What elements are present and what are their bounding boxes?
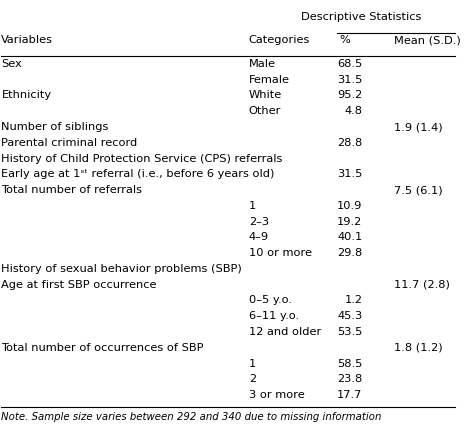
Text: 40.1: 40.1 <box>337 233 362 242</box>
Text: 45.3: 45.3 <box>337 311 362 321</box>
Text: White: White <box>249 91 282 100</box>
Text: Categories: Categories <box>249 35 310 45</box>
Text: Sex: Sex <box>1 59 22 69</box>
Text: 1: 1 <box>249 359 256 369</box>
Text: %: % <box>340 35 350 45</box>
Text: Age at first SBP occurrence: Age at first SBP occurrence <box>1 280 157 290</box>
Text: 1.8 (1.2): 1.8 (1.2) <box>394 343 443 353</box>
Text: 29.8: 29.8 <box>337 248 362 258</box>
Text: 4–9: 4–9 <box>249 233 269 242</box>
Text: 10 or more: 10 or more <box>249 248 312 258</box>
Text: 95.2: 95.2 <box>337 91 362 100</box>
Text: 10.9: 10.9 <box>337 201 362 211</box>
Text: Other: Other <box>249 106 281 116</box>
Text: 17.7: 17.7 <box>337 390 362 400</box>
Text: 2–3: 2–3 <box>249 217 269 227</box>
Text: 31.5: 31.5 <box>337 169 362 179</box>
Text: Parental criminal record: Parental criminal record <box>1 138 137 148</box>
Text: 19.2: 19.2 <box>337 217 362 227</box>
Text: Male: Male <box>249 59 276 69</box>
Text: History of Child Protection Service (CPS) referrals: History of Child Protection Service (CPS… <box>1 154 283 163</box>
Text: 6–11 y.o.: 6–11 y.o. <box>249 311 299 321</box>
Text: Total number of occurrences of SBP: Total number of occurrences of SBP <box>1 343 204 353</box>
Text: 4.8: 4.8 <box>345 106 362 116</box>
Text: Mean (S.D.): Mean (S.D.) <box>394 35 461 45</box>
Text: 31.5: 31.5 <box>337 75 362 85</box>
Text: 12 and older: 12 and older <box>249 327 321 337</box>
Text: Female: Female <box>249 75 290 85</box>
Text: 11.7 (2.8): 11.7 (2.8) <box>394 280 450 290</box>
Text: 58.5: 58.5 <box>337 359 362 369</box>
Text: 2: 2 <box>249 375 256 384</box>
Text: Note. Sample size varies between 292 and 340 due to missing information: Note. Sample size varies between 292 and… <box>1 412 382 422</box>
Text: 0–5 y.o.: 0–5 y.o. <box>249 296 292 305</box>
Text: 23.8: 23.8 <box>337 375 362 384</box>
Text: Descriptive Statistics: Descriptive Statistics <box>301 12 421 22</box>
Text: 53.5: 53.5 <box>337 327 362 337</box>
Text: Number of siblings: Number of siblings <box>1 122 109 132</box>
Text: 1.9 (1.4): 1.9 (1.4) <box>394 122 443 132</box>
Text: 7.5 (6.1): 7.5 (6.1) <box>394 185 443 195</box>
Text: Early age at 1ˢᵗ referral (i.e., before 6 years old): Early age at 1ˢᵗ referral (i.e., before … <box>1 169 275 179</box>
Text: 28.8: 28.8 <box>337 138 362 148</box>
Text: 1.2: 1.2 <box>345 296 362 305</box>
Text: 68.5: 68.5 <box>337 59 362 69</box>
Text: Ethnicity: Ethnicity <box>1 91 52 100</box>
Text: Variables: Variables <box>1 35 54 45</box>
Text: 1: 1 <box>249 201 256 211</box>
Text: Total number of referrals: Total number of referrals <box>1 185 142 195</box>
Text: History of sexual behavior problems (SBP): History of sexual behavior problems (SBP… <box>1 264 242 274</box>
Text: 3 or more: 3 or more <box>249 390 305 400</box>
